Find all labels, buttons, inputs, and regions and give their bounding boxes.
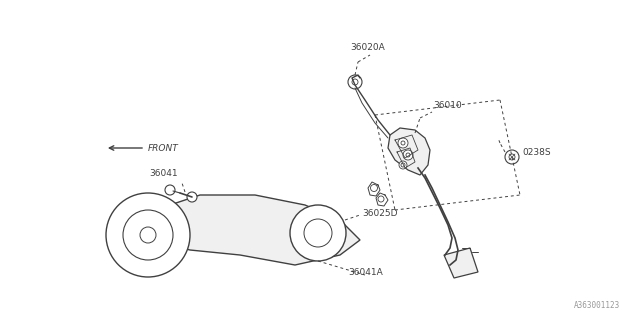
Circle shape bbox=[140, 227, 156, 243]
Text: 36041: 36041 bbox=[149, 169, 178, 178]
Text: 36041A: 36041A bbox=[348, 268, 383, 277]
Polygon shape bbox=[444, 248, 478, 278]
Circle shape bbox=[406, 153, 410, 157]
Circle shape bbox=[509, 154, 515, 160]
Polygon shape bbox=[130, 195, 360, 265]
Circle shape bbox=[165, 185, 175, 195]
Circle shape bbox=[398, 138, 408, 148]
Text: 36025D: 36025D bbox=[362, 209, 397, 218]
Circle shape bbox=[106, 193, 190, 277]
Text: 0238S: 0238S bbox=[522, 148, 550, 156]
Circle shape bbox=[371, 185, 378, 191]
Text: 36020A: 36020A bbox=[351, 43, 385, 52]
Text: FRONT: FRONT bbox=[148, 143, 179, 153]
Text: A363001123: A363001123 bbox=[573, 301, 620, 310]
Circle shape bbox=[399, 161, 407, 169]
Polygon shape bbox=[388, 128, 430, 175]
Circle shape bbox=[401, 163, 405, 167]
Circle shape bbox=[352, 79, 358, 85]
Circle shape bbox=[403, 150, 413, 160]
Circle shape bbox=[187, 192, 197, 202]
Circle shape bbox=[401, 141, 405, 145]
Circle shape bbox=[505, 150, 519, 164]
Circle shape bbox=[348, 75, 362, 89]
Circle shape bbox=[123, 210, 173, 260]
Text: 36010: 36010 bbox=[433, 101, 461, 110]
Circle shape bbox=[290, 205, 346, 261]
Circle shape bbox=[378, 196, 384, 202]
Circle shape bbox=[304, 219, 332, 247]
